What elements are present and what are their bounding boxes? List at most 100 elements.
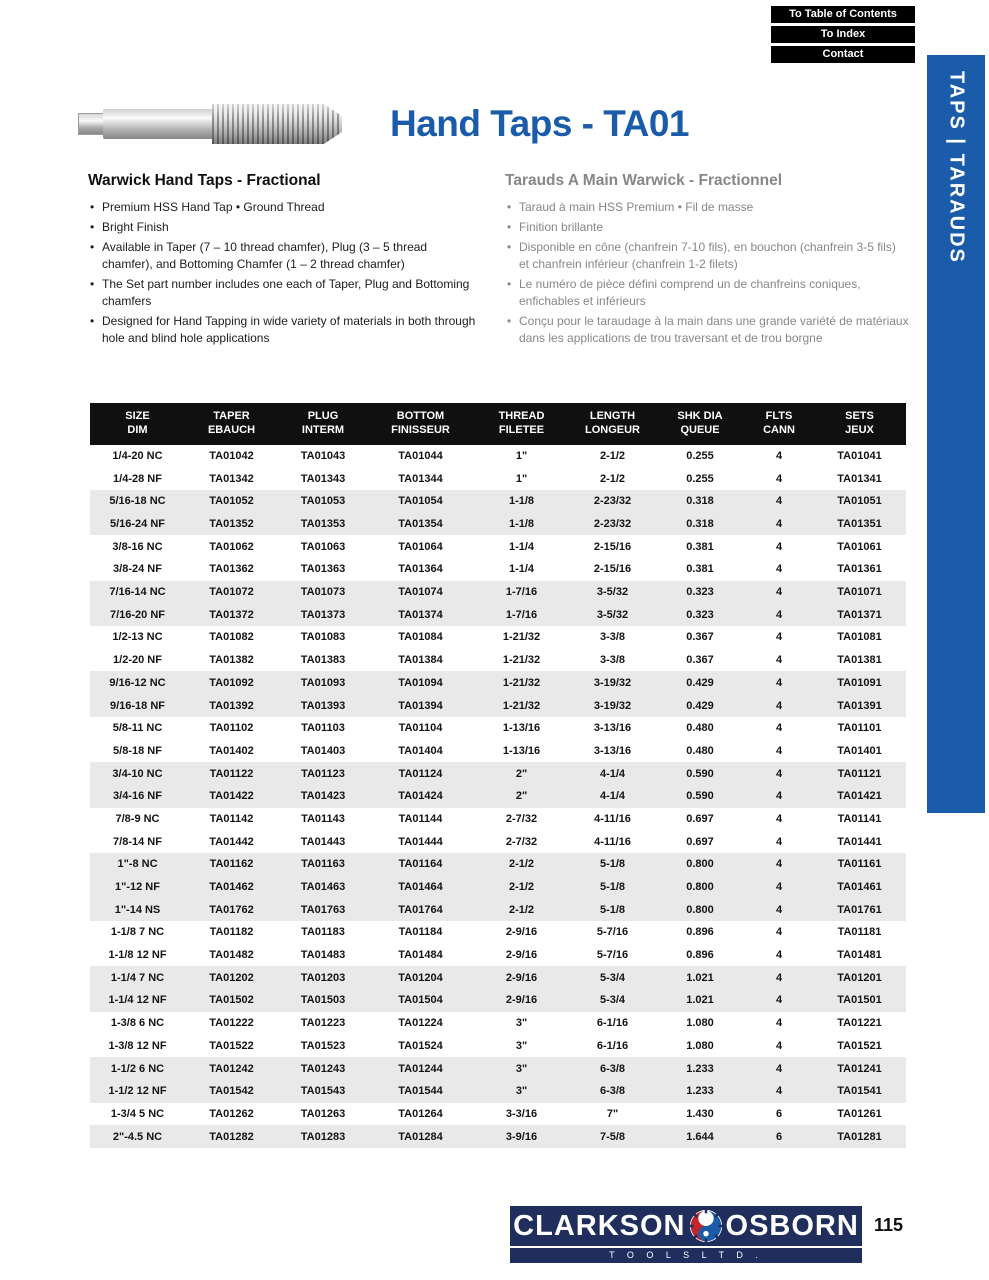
table-cell: TA01242 [209, 1062, 254, 1075]
table-cell: TA01764 [398, 903, 443, 916]
table-cell: 4 [775, 767, 783, 780]
table-cell: 4 [775, 949, 783, 962]
table-row: 7/16-20 NF TA01372 TA01373 TA01374 1-7/16 3-5… [90, 603, 906, 627]
table-cell: 0.480 [686, 722, 714, 735]
table-cell: 1/4-20 NC [112, 449, 163, 462]
nav-contact[interactable]: Contact [771, 46, 915, 63]
table-row: 9/16-12 NC TA01092 TA01093 TA01094 1-21/32 3-… [90, 671, 906, 695]
bullet-item: The Set part number includes one each of… [88, 276, 480, 310]
table-cell: 0.697 [686, 812, 714, 825]
bullet-item: Taraud à main HSS Premium • Fil de masse [505, 199, 909, 216]
table-cell: TA01244 [398, 1062, 443, 1075]
table-cell: 2" [515, 767, 528, 780]
table-cell: TA01073 [300, 586, 346, 599]
table-cell: TA01442 [209, 835, 254, 848]
table-cell: 4 [775, 812, 783, 825]
table-cell: 4 [775, 472, 783, 485]
table-cell: TA01374 [398, 608, 443, 621]
column-header: TAPER EBAUCH [185, 403, 278, 445]
table-cell: TA01483 [300, 949, 346, 962]
table-cell: 7-5/8 [599, 1130, 626, 1143]
table-cell: TA01364 [398, 563, 443, 576]
table-cell: 2-1/2 [508, 858, 535, 871]
intro-english-heading: Warwick Hand Taps - Fractional [88, 172, 321, 189]
table-cell: 1"-12 NF [115, 881, 160, 893]
table-row: 1"-8 NC TA01162 TA01163 TA01164 2-1/2 5-1/8 0.… [90, 852, 906, 876]
table-cell: TA01381 [837, 654, 882, 667]
section-tab-taps[interactable]: TAPS | TARAUDS [927, 55, 985, 813]
table-cell: TA01042 [209, 449, 254, 462]
table-cell: TA01543 [300, 1085, 346, 1098]
table-cell: 2"-4.5 NC [112, 1130, 163, 1143]
table-row: 3/4-16 NF TA01422 TA01423 TA01424 2" 4-1/4 0.5… [90, 784, 906, 808]
table-cell: 0.367 [686, 654, 714, 667]
table-cell: TA01343 [300, 472, 346, 485]
table-cell: 5-1/8 [599, 858, 626, 871]
table-cell: TA01094 [398, 676, 443, 689]
table-cell: TA01542 [209, 1085, 254, 1098]
table-row: 1-1/8 12 NF TA01482 TA01483 TA01484 2-9/16 5-… [90, 944, 906, 967]
table-cell: TA01762 [209, 903, 254, 916]
bullet-item: Conçu pour le taraudage à la main dans u… [505, 313, 909, 347]
table-cell: 0.800 [686, 903, 714, 916]
table-cell: TA01204 [398, 971, 443, 984]
table-row: 1/4-28 NF TA01342 TA01343 TA01344 1" 2-1/2 0.2… [90, 467, 906, 490]
table-cell: 1-7/16 [505, 608, 538, 621]
table-cell: TA01053 [300, 495, 346, 508]
table-cell: TA01441 [837, 835, 882, 848]
table-cell: 0.800 [686, 858, 714, 871]
table-cell: 4 [775, 631, 783, 644]
table-cell: 1-3/8 6 NC [110, 1017, 165, 1030]
table-cell: 0.318 [686, 495, 714, 508]
table-cell: 5-1/8 [599, 881, 626, 893]
table-cell: TA01102 [209, 722, 254, 735]
table-cell: TA01041 [837, 449, 882, 462]
table-cell: 3-5/32 [596, 586, 629, 599]
table-cell: 1-1/2 6 NC [110, 1062, 165, 1075]
bullet-item: Bright Finish [88, 219, 480, 236]
table-cell: 4 [775, 858, 783, 871]
table-cell: TA01054 [398, 495, 443, 508]
table-cell: 0.381 [686, 563, 714, 576]
table-cell: TA01074 [398, 586, 443, 599]
table-cell: 4 [775, 994, 783, 1007]
table-row: 3/8-16 NC TA01062 TA01063 TA01064 1-1/4 2-15/… [90, 535, 906, 558]
table-cell: 3" [515, 1017, 528, 1030]
table-cell: TA01104 [398, 722, 443, 735]
table-cell: 2-23/32 [593, 495, 632, 508]
table-cell: TA01363 [300, 563, 346, 576]
table-cell: 1"-8 NC [117, 858, 158, 871]
table-cell: TA01394 [398, 699, 443, 712]
table-cell: 1"-14 NS [114, 903, 161, 916]
table-cell: 4 [775, 881, 783, 893]
bullet-item: Finition brillante [505, 219, 909, 236]
table-row: 1/2-20 NF TA01382 TA01383 TA01384 1-21/32 3-3… [90, 649, 906, 672]
bullet-item: Available in Taper (7 – 10 thread chamfe… [88, 239, 480, 273]
table-cell: TA01142 [209, 812, 254, 825]
table-cell: 4 [775, 654, 783, 667]
table-cell: 1-3/4 5 NC [110, 1107, 165, 1120]
table-cell: 2-9/16 [505, 949, 538, 962]
table-cell: 2-15/16 [593, 540, 632, 553]
table-cell: TA01062 [209, 540, 254, 553]
table-cell: TA01072 [209, 586, 254, 599]
table-cell: TA01061 [837, 540, 882, 553]
table-row: 1/2-13 NC TA01082 TA01083 TA01084 1-21/32 3-3… [90, 626, 906, 649]
table-cell: TA01082 [209, 631, 254, 644]
table-cell: 1.021 [686, 971, 714, 984]
table-cell: 1.080 [686, 1039, 714, 1052]
table-cell: 4 [775, 699, 783, 712]
nav-to-index[interactable]: To Index [771, 26, 915, 43]
table-cell: TA01481 [837, 949, 882, 962]
table-cell: 2-9/16 [505, 926, 538, 939]
nav-to-table-of-contents[interactable]: To Table of Contents [771, 6, 915, 23]
column-header: SHK DIA QUEUE [655, 403, 745, 445]
table-cell: 1-1/8 12 NF [108, 949, 167, 962]
table-cell: 2-15/16 [593, 563, 632, 576]
table-row: 1-1/4 7 NC TA01202 TA01203 TA01204 2-9/16 5-3… [90, 966, 906, 990]
table-cell: 5-7/16 [596, 949, 629, 962]
table-cell: TA01123 [301, 767, 345, 780]
table-cell: 0.429 [686, 699, 714, 712]
table-cell: TA01124 [398, 767, 443, 780]
table-cell: TA01052 [209, 495, 254, 508]
